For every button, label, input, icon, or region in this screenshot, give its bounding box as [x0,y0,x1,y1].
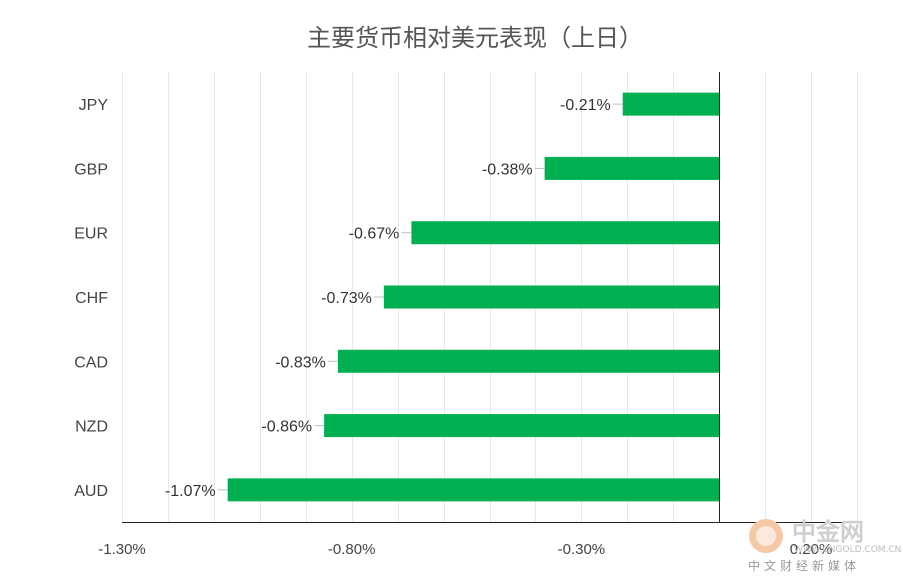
axes [122,72,857,523]
bars [227,92,720,502]
data-label: -0.38% [482,161,533,178]
category-label: AUD [74,483,108,500]
chart-title: 主要货币相对美元表现（上日） [307,24,643,52]
data-label: -0.73% [321,290,372,307]
watermark-logo: 中金网 WWW.CNGOLD.COM.CN 中文财经新媒体 [748,518,901,573]
data-label: -0.21% [560,97,611,114]
bar-eur [411,221,720,245]
x-tick-label: 0.20% [790,541,833,558]
category-label: CAD [74,354,108,371]
bar-aud [227,478,720,502]
logo-subtitle: 中文财经新媒体 [748,558,860,573]
logo-name: 中金网 [792,518,864,546]
logo-coin-inner [756,526,776,546]
data-label: -1.07% [165,483,216,500]
x-tick-label: -1.30% [98,541,146,558]
category-label: EUR [74,226,108,243]
labels: JPY -0.21% GBP -0.38% EUR -0.67% CHF -0.73% CAD -… [74,97,832,558]
bar-jpy [622,92,720,116]
bar-gbp [544,156,720,180]
data-label: -0.83% [275,354,326,371]
bar-chf [383,285,720,309]
category-label: NZD [75,419,108,436]
category-label: CHF [75,290,108,307]
bar-cad [337,349,720,373]
category-label: JPY [79,97,109,114]
x-tick-label: -0.30% [558,541,606,558]
data-label: -0.86% [261,419,312,436]
category-label: GBP [74,161,108,178]
bar-nzd [324,414,720,438]
x-tick-label: -0.80% [328,541,376,558]
data-label: -0.67% [349,226,400,243]
logo-url: WWW.CNGOLD.COM.CN [794,545,901,555]
